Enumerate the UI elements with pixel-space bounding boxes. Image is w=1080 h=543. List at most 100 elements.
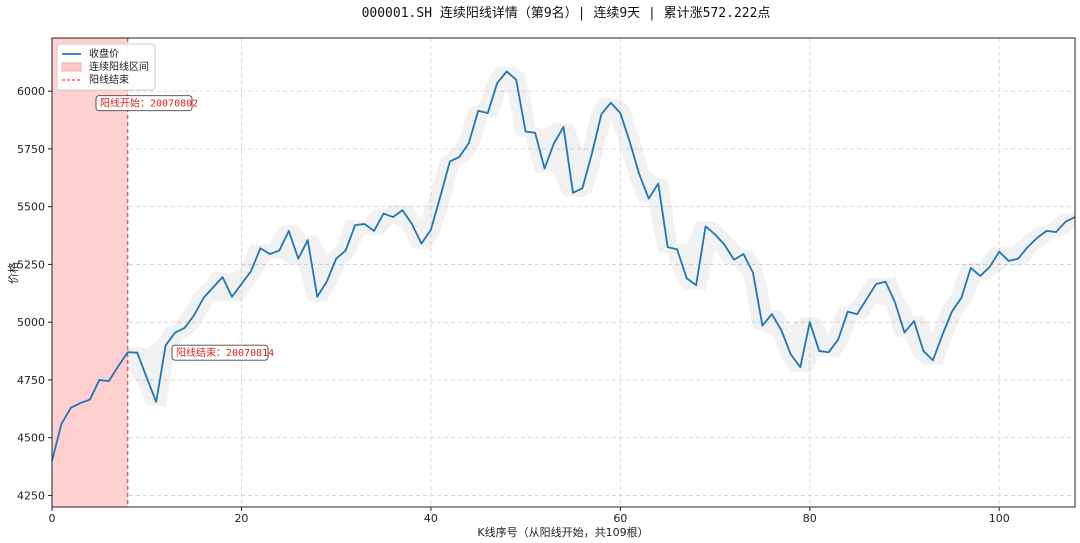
data-point [269, 253, 271, 255]
data-point [202, 297, 204, 299]
streak-layer [52, 38, 129, 507]
data-point [382, 212, 384, 214]
data-point [79, 402, 81, 404]
data-point [723, 244, 725, 246]
data-point [866, 298, 868, 300]
data-point [1036, 237, 1038, 239]
data-point [771, 313, 773, 315]
data-point [136, 352, 138, 354]
data-point [231, 296, 233, 298]
data-point [998, 251, 1000, 253]
data-point [1064, 221, 1066, 223]
data-point [1017, 258, 1019, 260]
data-point [790, 353, 792, 355]
annotation-layer: 阳线开始：20070802 阳线结束：20070814 [95, 95, 274, 361]
data-point [648, 197, 650, 199]
data-point [193, 314, 195, 316]
data-point [439, 195, 441, 197]
data-point [970, 267, 972, 269]
data-point [146, 377, 148, 379]
data-point [525, 130, 527, 132]
data-point [155, 401, 157, 403]
data-point [1055, 231, 1057, 233]
legend-box [56, 43, 156, 91]
y-tick-label: 4250 [17, 489, 45, 502]
x-tick-label: 20 [234, 512, 248, 525]
data-point [259, 247, 261, 249]
y-tick-label: 4750 [17, 374, 45, 387]
data-point [165, 344, 167, 346]
streak-span [52, 38, 128, 507]
data-point [98, 379, 100, 381]
data-point [875, 283, 877, 285]
data-point [363, 223, 365, 225]
data-point [960, 297, 962, 299]
data-point [326, 281, 328, 283]
data-point [761, 325, 763, 327]
data-point [316, 296, 318, 298]
data-point [411, 223, 413, 225]
data-point [714, 233, 716, 235]
y-tick-label: 6000 [17, 85, 45, 98]
annotation-start-box [95, 95, 193, 112]
data-point [345, 249, 347, 251]
data-point [591, 152, 593, 154]
data-point [543, 167, 545, 169]
data-point [818, 350, 820, 352]
grid-layer [51, 38, 1075, 507]
series-layer [51, 70, 1076, 462]
data-point [932, 359, 934, 361]
x-tick-label: 100 [989, 512, 1010, 525]
data-point [941, 334, 943, 336]
data-point [610, 102, 612, 104]
x-tick-label: 0 [49, 512, 56, 525]
y-tick-label: 5000 [17, 316, 45, 329]
data-point [884, 281, 886, 283]
data-point [288, 230, 290, 232]
data-point [686, 277, 688, 279]
x-tick-label: 60 [613, 512, 627, 525]
data-point [240, 283, 242, 285]
data-point [278, 249, 280, 251]
x-tick-label: 40 [424, 512, 438, 525]
data-point [979, 275, 981, 277]
data-point [903, 331, 905, 333]
data-point [354, 224, 356, 226]
legend-span-label: 连续阳线区间 [89, 60, 149, 73]
data-point [856, 313, 858, 315]
data-point [430, 229, 432, 231]
axis-layer: 0 20 40 60 80 100 4250 4500 4750 5000 5250 5500 5750… [17, 37, 1076, 525]
data-point [401, 209, 403, 211]
data-point [117, 365, 119, 367]
plot-frame [51, 37, 1076, 508]
data-point [297, 258, 299, 260]
data-point [780, 329, 782, 331]
data-point [989, 266, 991, 268]
data-point [212, 286, 214, 288]
y-tick-label: 4500 [17, 432, 45, 445]
data-point [250, 270, 252, 272]
data-point [951, 311, 953, 313]
annotation-start-text: 阳线开始：20070802 [100, 97, 198, 110]
data-point [89, 398, 91, 400]
legend: 收盘价 连续阳线区间 阳线结束 [56, 43, 156, 91]
data-point [1027, 246, 1029, 248]
data-point [468, 142, 470, 144]
data-point [837, 338, 839, 340]
annotation-end-box [171, 344, 269, 361]
x-tick-label: 80 [803, 512, 817, 525]
data-point [553, 142, 555, 144]
data-point [752, 271, 754, 273]
plot-background [52, 38, 1075, 507]
data-point [127, 351, 129, 353]
data-point [506, 70, 508, 72]
data-point [487, 112, 489, 114]
x-axis-label: K线序号（从阳线开始，共109根） [477, 525, 648, 539]
data-point [667, 246, 669, 248]
data-point [600, 113, 602, 115]
chart-title: 000001.SH 连续阳线详情（第9名）| 连续9天 | 累计涨572.222… [362, 5, 771, 21]
data-point [581, 187, 583, 189]
y-axis-label: 价格 [6, 262, 20, 284]
data-point [108, 380, 110, 382]
